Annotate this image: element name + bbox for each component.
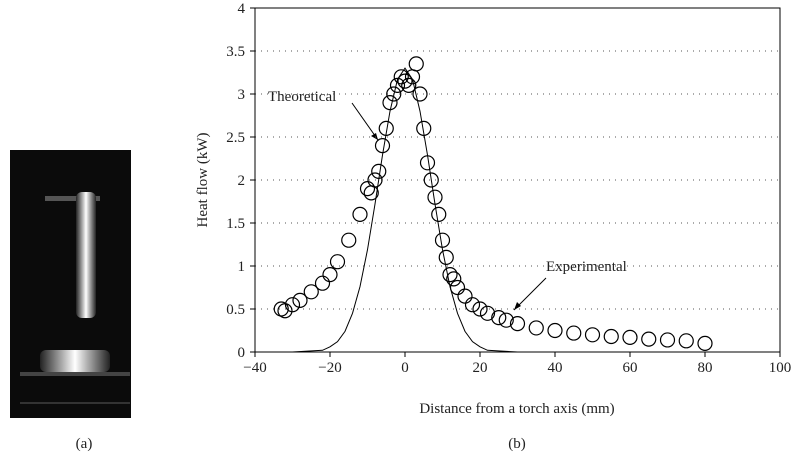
- data-point: [284, 297, 301, 313]
- data-point: [457, 288, 473, 304]
- photo: [10, 150, 131, 418]
- data-point: [341, 232, 357, 248]
- data-point: [431, 206, 447, 222]
- x-tick-label: 20: [473, 360, 488, 376]
- data-point: [498, 312, 514, 328]
- x-tick-label: −40: [243, 360, 266, 376]
- data-point: [427, 189, 443, 205]
- data-point: [449, 279, 466, 296]
- data-point: [464, 297, 481, 313]
- y-tick-label: 3: [238, 87, 246, 103]
- data-point: [371, 163, 387, 179]
- data-point: [566, 325, 582, 341]
- data-point: [378, 120, 394, 136]
- data-point: [442, 267, 458, 283]
- data-point: [603, 328, 619, 345]
- data-point: [446, 271, 462, 287]
- x-axis-label: Distance from a torch axis (mm): [419, 401, 614, 417]
- data-point: [314, 275, 331, 291]
- y-tick-label: 1.5: [226, 216, 245, 232]
- data-point: [434, 232, 451, 248]
- data-point: [303, 284, 319, 300]
- data-point: [408, 56, 424, 72]
- x-tick-label: 0: [401, 360, 409, 376]
- annotation: Theoretical: [268, 89, 336, 105]
- y-tick-label: 2.5: [226, 130, 245, 146]
- data-point: [329, 254, 346, 270]
- data-point: [386, 86, 402, 102]
- data-point: [367, 172, 383, 188]
- panel-label: (b): [508, 436, 526, 452]
- data-point: [547, 322, 563, 339]
- data-point: [641, 331, 657, 347]
- data-point: [509, 316, 526, 332]
- y-tick-label: 1: [238, 259, 246, 275]
- theoretical-line: [292, 67, 518, 353]
- panel-label: (a): [76, 436, 93, 452]
- data-point: [292, 292, 308, 308]
- y-axis-label: Heat flow (kW): [195, 133, 211, 228]
- annotation-arrowhead: [514, 302, 521, 310]
- data-point: [363, 185, 379, 201]
- y-tick-label: 2: [238, 173, 246, 189]
- x-tick-label: 100: [769, 360, 792, 376]
- data-point: [382, 94, 398, 111]
- data-point: [697, 335, 713, 351]
- data-point: [423, 172, 439, 188]
- data-point: [397, 73, 413, 89]
- data-point: [401, 77, 417, 94]
- y-tick-label: 3.5: [226, 44, 245, 60]
- data-point: [659, 332, 676, 348]
- annotation-arrowhead: [371, 133, 378, 140]
- data-point: [419, 155, 436, 171]
- data-point: [472, 301, 488, 317]
- data-point: [412, 86, 428, 102]
- data-point: [352, 206, 368, 222]
- data-point: [393, 69, 409, 85]
- x-tick-label: −20: [318, 360, 341, 376]
- data-point: [491, 310, 507, 326]
- data-point: [374, 138, 391, 154]
- x-tick-label: 60: [623, 360, 638, 376]
- data-point: [622, 329, 638, 345]
- data-point: [359, 181, 376, 197]
- data-point: [389, 77, 406, 94]
- data-point: [416, 120, 432, 136]
- data-point: [479, 305, 496, 321]
- data-point: [322, 267, 338, 283]
- annotation-arrow: [351, 102, 379, 141]
- data-point: [584, 327, 601, 343]
- y-tick-label: 0: [238, 345, 246, 361]
- data-point: [678, 333, 694, 349]
- annotation: Experimental: [546, 259, 627, 275]
- data-point: [438, 249, 454, 265]
- data-point: [528, 320, 544, 336]
- x-tick-label: 40: [548, 360, 563, 376]
- y-tick-label: 0.5: [226, 302, 245, 318]
- x-tick-label: 80: [698, 360, 713, 376]
- y-tick-label: 4: [238, 1, 246, 17]
